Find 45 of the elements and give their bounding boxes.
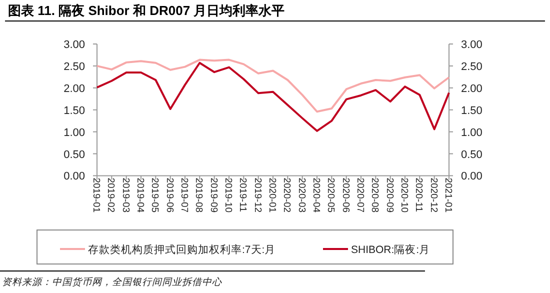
x-tick-label: 2020-10 xyxy=(398,178,410,213)
x-tick-label: 2019-03 xyxy=(120,178,131,213)
x-tick-label: 2020-07 xyxy=(354,178,366,213)
chart-title: 图表 11. 隔夜 Shibor 和 DR007 月日均利率水平 xyxy=(8,3,285,18)
x-tick-label: 2019-01 xyxy=(90,178,102,213)
legend-label: 存款类机构质押式回购加权利率:7天:月 xyxy=(88,243,276,256)
legend-label: SHIBOR:隔夜:月 xyxy=(351,243,430,256)
x-tick-label: 2020-04 xyxy=(310,178,322,213)
x-tick-label: 2020-03 xyxy=(296,178,307,213)
y-tick-label: 3.00 xyxy=(64,39,85,51)
x-tick-label: 2019-04 xyxy=(134,178,146,213)
x-tick-label: 2020-02 xyxy=(281,178,292,213)
x-tick-label: 2019-10 xyxy=(222,178,234,213)
x-tick-label: 2020-06 xyxy=(340,178,351,213)
x-tick-label: 2019-02 xyxy=(105,178,116,213)
line-series xyxy=(96,58,450,113)
line-series xyxy=(96,62,450,132)
x-tick-label: 2020-12 xyxy=(428,178,439,213)
y2-tick-label: 1.50 xyxy=(461,104,482,117)
x-tick-label: 2021-01 xyxy=(442,178,454,213)
y-tick-label: 1.50 xyxy=(64,104,85,117)
x-tick-label: 2019-05 xyxy=(149,178,160,213)
y2-tick-label: 0.00 xyxy=(461,170,482,183)
x-tick-label: 2020-05 xyxy=(325,178,336,213)
x-tick-label: 2019-08 xyxy=(193,178,204,213)
y-tick-label: 1.00 xyxy=(64,126,85,139)
y-tick-label: 0.50 xyxy=(64,148,85,161)
y-tick-label: 2.50 xyxy=(64,60,85,73)
x-tick-label: 2019-12 xyxy=(252,178,263,213)
y-tick-label: 2.00 xyxy=(64,82,85,95)
x-tick-label: 2020-01 xyxy=(266,178,278,213)
y-tick-label: 0.00 xyxy=(64,170,85,183)
y2-tick-label: 1.00 xyxy=(461,126,482,139)
y2-tick-label: 2.50 xyxy=(461,60,482,73)
x-tick-label: 2020-09 xyxy=(384,178,395,213)
y2-tick-label: 2.00 xyxy=(461,82,482,95)
y2-tick-label: 3.00 xyxy=(461,39,482,51)
x-tick-label: 2020-08 xyxy=(369,178,380,213)
x-tick-label: 2019-11 xyxy=(237,178,248,212)
x-tick-label: 2019-09 xyxy=(208,178,219,213)
x-tick-label: 2020-11 xyxy=(413,178,424,212)
y2-tick-label: 0.50 xyxy=(461,148,482,161)
text: 资料来源：中国货币网，全国银行间同业拆借中心 xyxy=(2,276,222,288)
x-tick-label: 2019-06 xyxy=(164,178,175,213)
x-tick-label: 2019-07 xyxy=(178,178,190,213)
